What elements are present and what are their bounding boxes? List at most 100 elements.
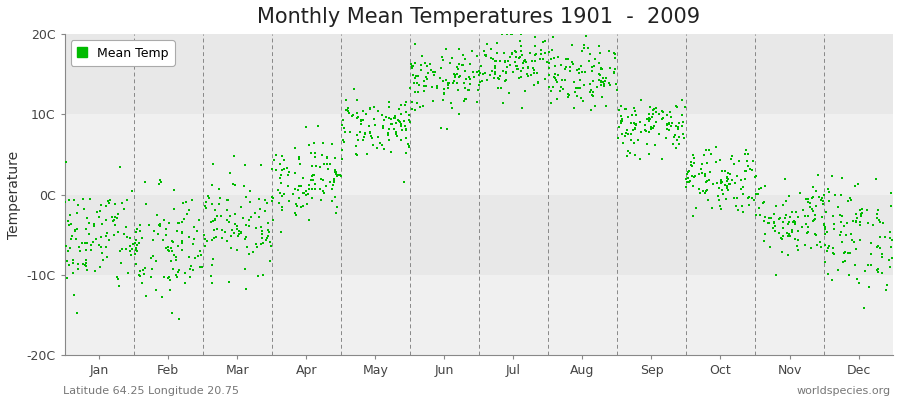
Point bbox=[588, 103, 602, 110]
Point bbox=[817, 230, 832, 237]
Point bbox=[111, 276, 125, 282]
Point bbox=[497, 50, 511, 56]
Point bbox=[152, 177, 166, 184]
Point bbox=[638, 127, 652, 133]
Point bbox=[853, 211, 868, 218]
Point bbox=[567, 78, 581, 85]
Point bbox=[585, 68, 599, 75]
Point bbox=[175, 240, 189, 246]
Point bbox=[70, 226, 85, 232]
Point bbox=[403, 60, 418, 67]
Point bbox=[172, 220, 186, 226]
Point bbox=[316, 189, 330, 196]
Point bbox=[441, 80, 455, 86]
Point bbox=[452, 46, 466, 52]
Point bbox=[806, 194, 821, 200]
Point bbox=[345, 113, 359, 119]
Point bbox=[619, 106, 634, 112]
Point bbox=[94, 233, 108, 240]
Point bbox=[376, 125, 391, 131]
Point bbox=[410, 80, 424, 87]
Point bbox=[780, 221, 795, 228]
Point bbox=[687, 160, 701, 166]
Point bbox=[758, 231, 772, 237]
Point bbox=[568, 89, 582, 95]
Point bbox=[681, 175, 696, 182]
Point bbox=[884, 203, 898, 210]
Point bbox=[525, 58, 539, 64]
Point bbox=[624, 130, 638, 137]
Point bbox=[572, 84, 587, 91]
Point bbox=[515, 105, 529, 112]
Point bbox=[275, 204, 290, 210]
Point bbox=[662, 120, 677, 126]
Point bbox=[119, 246, 133, 252]
Point bbox=[670, 104, 684, 111]
Point bbox=[634, 129, 648, 136]
Point bbox=[222, 170, 237, 177]
Point bbox=[536, 55, 551, 62]
Point bbox=[584, 86, 598, 93]
Point bbox=[447, 72, 462, 79]
Point bbox=[493, 58, 508, 64]
Point bbox=[203, 272, 218, 279]
Point bbox=[360, 150, 374, 157]
Point bbox=[257, 208, 272, 214]
Point bbox=[741, 163, 755, 169]
Point bbox=[498, 57, 512, 64]
Point bbox=[133, 272, 148, 279]
Point bbox=[446, 78, 461, 84]
Point bbox=[236, 214, 250, 221]
Point bbox=[875, 254, 889, 260]
Point bbox=[157, 274, 171, 280]
Point bbox=[684, 158, 698, 165]
Point bbox=[767, 211, 781, 217]
Point bbox=[808, 212, 823, 218]
Point bbox=[124, 252, 139, 258]
Point bbox=[554, 62, 569, 68]
Point bbox=[709, 159, 724, 166]
Point bbox=[814, 195, 829, 202]
Point bbox=[806, 208, 820, 214]
Point bbox=[212, 186, 226, 192]
Point bbox=[746, 158, 760, 165]
Point bbox=[70, 310, 85, 316]
Point bbox=[664, 114, 679, 120]
Point bbox=[496, 68, 510, 74]
Point bbox=[544, 88, 558, 94]
Point bbox=[797, 213, 812, 219]
Point bbox=[820, 248, 834, 255]
Point bbox=[338, 129, 353, 136]
Point bbox=[702, 147, 716, 153]
Point bbox=[645, 107, 660, 114]
Point bbox=[213, 213, 228, 219]
Point bbox=[313, 176, 328, 182]
Point bbox=[76, 260, 91, 267]
Point bbox=[527, 52, 542, 59]
Point bbox=[171, 243, 185, 249]
Point bbox=[686, 152, 700, 159]
Point bbox=[688, 205, 703, 212]
Point bbox=[752, 186, 766, 193]
Point bbox=[214, 235, 229, 242]
Point bbox=[739, 147, 753, 153]
Point bbox=[210, 226, 224, 232]
Point bbox=[805, 206, 819, 212]
Point bbox=[832, 212, 847, 218]
Point bbox=[300, 201, 314, 207]
Point bbox=[148, 287, 163, 294]
Point bbox=[401, 143, 416, 150]
Point bbox=[149, 212, 164, 219]
Point bbox=[202, 194, 216, 201]
Point bbox=[333, 173, 347, 179]
Point bbox=[374, 142, 389, 148]
Point bbox=[645, 114, 660, 120]
Point bbox=[234, 204, 248, 210]
Point bbox=[813, 238, 827, 245]
Point bbox=[227, 230, 241, 236]
Point bbox=[577, 45, 591, 52]
Point bbox=[755, 200, 770, 207]
Point bbox=[165, 310, 179, 316]
Point bbox=[231, 233, 246, 240]
Point bbox=[825, 250, 840, 256]
